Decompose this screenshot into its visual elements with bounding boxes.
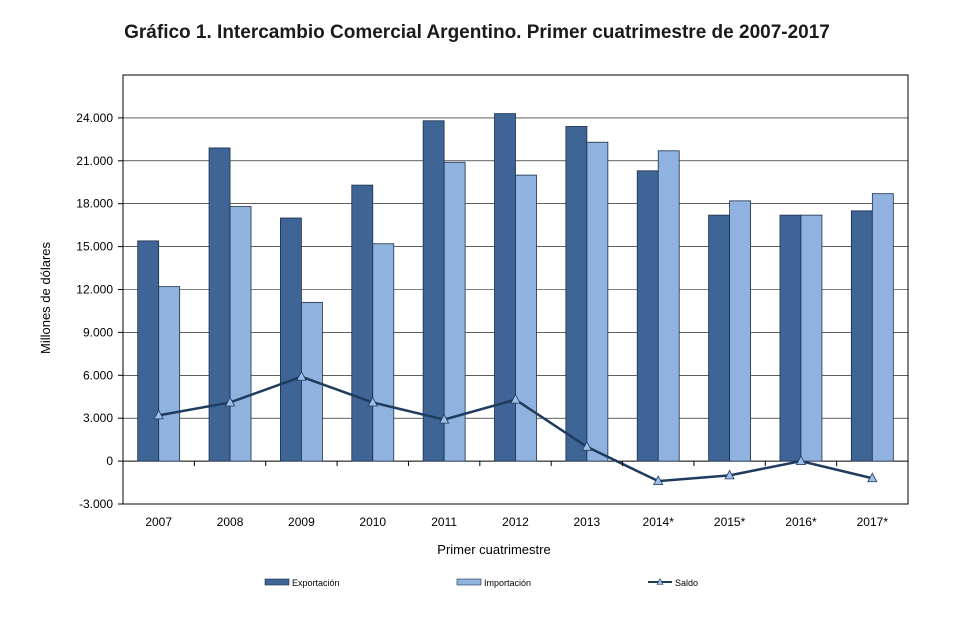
bar-exportacion: [850, 210, 873, 462]
chart-title: Gráfico 1. Intercambio Comercial Argenti…: [124, 22, 830, 43]
x-tick-label: 2007: [145, 515, 172, 529]
saldo-point: [224, 396, 236, 407]
saldo-point: [296, 370, 307, 381]
bar-importacion: [158, 286, 181, 462]
y-tick-label: 0: [106, 454, 113, 468]
saldo-point: [724, 469, 735, 480]
bar-importacion: [443, 161, 466, 462]
bar-exportacion: [137, 240, 160, 462]
legend-label-0: Exportación: [292, 578, 340, 588]
saldo-point: [653, 475, 664, 486]
x-tick-label: 2010: [359, 515, 386, 529]
x-tick-label: 2011: [431, 515, 457, 529]
bar-importacion: [229, 206, 252, 462]
y-tick-label: 24.000: [76, 111, 113, 125]
x-tick-label: 2014*: [643, 515, 675, 529]
saldo-point: [510, 393, 521, 404]
bar-importacion: [372, 243, 395, 462]
saldo-point: [867, 472, 878, 483]
y-tick-label: 3.000: [83, 411, 113, 425]
x-tick-label: 2009: [288, 515, 315, 529]
bars: [137, 113, 894, 462]
y-tick-label: 15.000: [76, 240, 113, 254]
legend-label-2: Saldo: [675, 578, 698, 588]
y-tick-label: -3.000: [79, 497, 113, 511]
x-tick-label: 2017*: [857, 515, 889, 529]
bar-exportacion: [565, 126, 588, 462]
bar-exportacion: [280, 217, 302, 462]
x-tick-label: 2016*: [785, 515, 817, 529]
bar-exportacion: [636, 170, 659, 462]
legend-swatch-0: [264, 578, 290, 586]
saldo-point: [153, 409, 164, 420]
saldo-series: [153, 370, 878, 486]
y-tick-label: 21.000: [76, 154, 113, 168]
bar-exportacion: [708, 214, 730, 462]
bar-importacion: [657, 150, 680, 462]
y-tick-label: 12.000: [76, 283, 113, 297]
bar-importacion: [871, 193, 894, 462]
bar-exportacion: [422, 120, 445, 462]
x-axis-title: Primer cuatrimestre: [437, 542, 550, 557]
y-tick-label: 9.000: [83, 325, 113, 339]
saldo-point: [795, 455, 807, 466]
saldo-point: [438, 413, 450, 424]
x-tick-label: 2012: [502, 515, 529, 529]
bar-exportacion: [208, 147, 231, 462]
y-tick-label: 18.000: [76, 197, 113, 211]
x-tick-label: 2008: [217, 515, 244, 529]
bar-importacion: [729, 200, 751, 462]
saldo-point: [581, 440, 593, 451]
saldo-point: [367, 396, 378, 407]
x-tick-label: 2013: [574, 515, 601, 529]
bar-importacion: [515, 174, 537, 462]
bar-exportacion: [494, 113, 516, 462]
y-axis-title: Millones de dólares: [38, 242, 53, 355]
legend: Exportación Importación Saldo: [264, 577, 698, 588]
legend-marker: [656, 577, 664, 585]
y-tick-label: 6.000: [83, 368, 113, 382]
bar-importacion: [586, 141, 609, 462]
bar-exportacion: [779, 214, 802, 462]
x-axis-ticks: 2007 2008 2009 2010 2011 2012 2013 2014* 2015* 20…: [145, 461, 888, 529]
bar-importacion: [800, 214, 823, 462]
y-axis-ticks: -3.000 0 3.000 6.000 9.000 12.000 15.000 18.000…: [76, 111, 123, 511]
legend-swatch-1: [456, 578, 482, 586]
bar-exportacion: [351, 184, 374, 462]
legend-label-1: Importación: [484, 578, 531, 588]
x-tick-label: 2015*: [714, 515, 746, 529]
